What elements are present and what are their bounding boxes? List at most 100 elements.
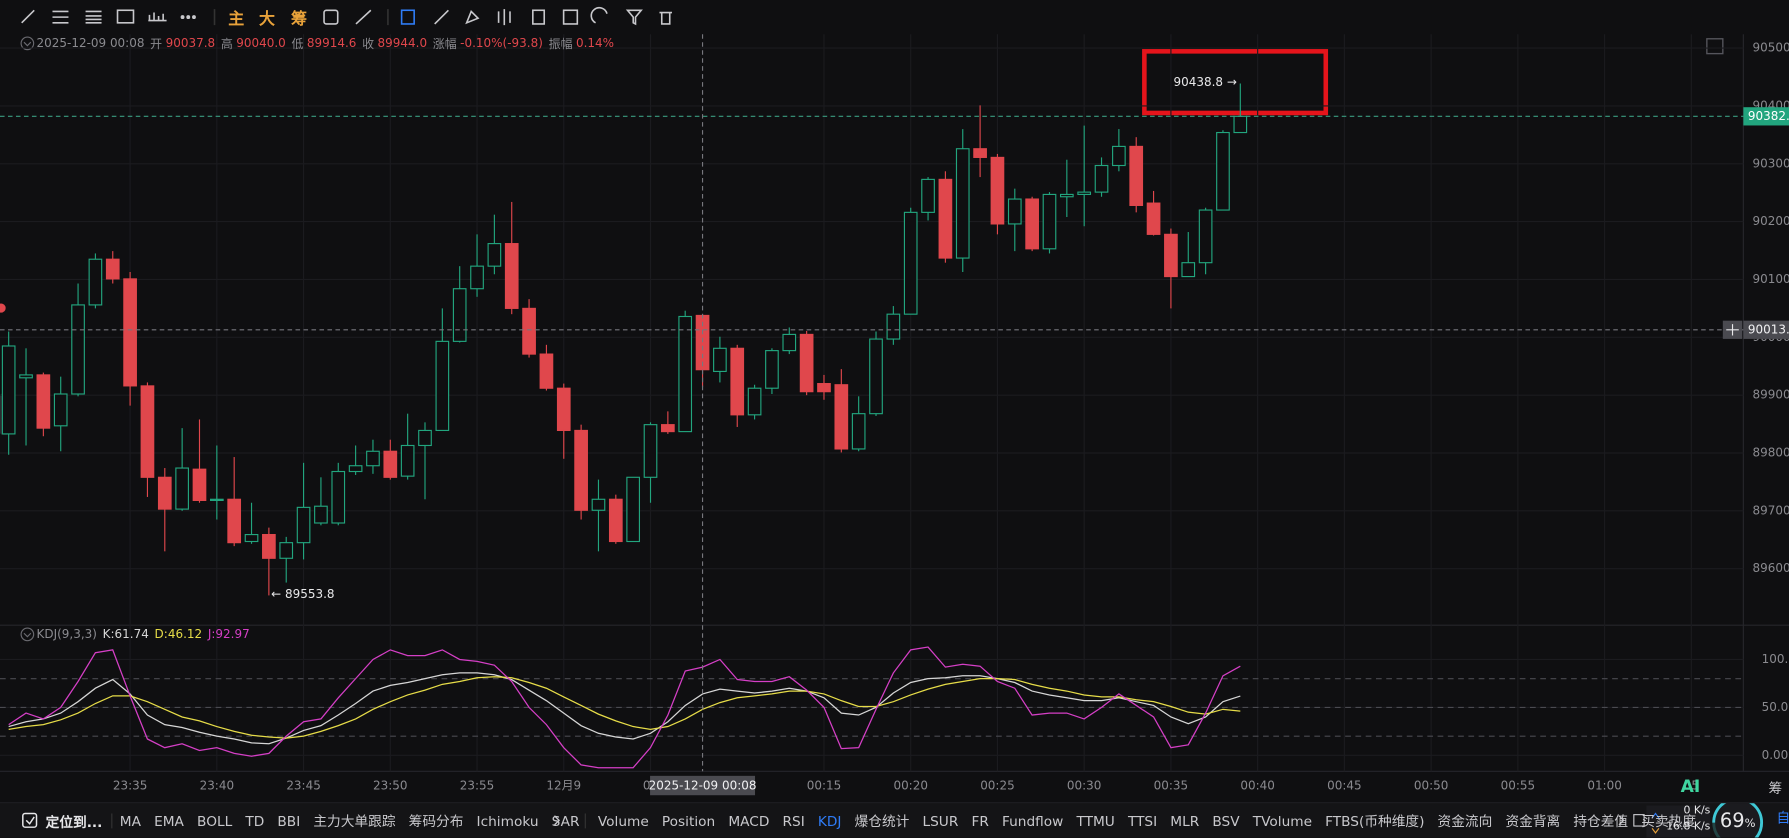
candle-body (244, 533, 259, 543)
candle-body (661, 424, 675, 433)
candle-body (1181, 262, 1196, 278)
bottom-bar: 定位到... MA EMA BOLL TD BBI 主力大单跟踪 筹码分布 Ichimoku S… (0, 802, 1789, 838)
candle-body (1025, 198, 1039, 250)
main-indicator-tabs: MA EMA BOLL TD BBI 主力大单跟踪 筹码分布 Ichimoku SAR (120, 803, 580, 837)
candle-body (574, 429, 588, 511)
candle-body (678, 315, 693, 433)
indicator-tab[interactable]: TTMU (1076, 812, 1115, 829)
header-value: 90040.0 (236, 36, 286, 51)
indicator-tab[interactable]: TVolume (1252, 812, 1313, 829)
side-tab[interactable]: 自 (1776, 810, 1789, 827)
x-tick-label: 00:15 (807, 779, 841, 793)
toolbar-icons (21, 6, 673, 26)
indicator-tab[interactable]: 买卖热度 (1641, 813, 1697, 830)
indicator-tab[interactable]: 爆仓统计 (854, 813, 910, 830)
x-tick-label: 00:40 (1240, 779, 1275, 793)
header-value: 90037.8 (165, 36, 216, 51)
candle-body (851, 413, 866, 450)
indicator-tab[interactable]: MACD (728, 812, 770, 829)
candle-body (869, 338, 883, 415)
candle-body (470, 265, 484, 290)
candle-body (782, 333, 797, 352)
indicator-tab[interactable]: Fundflow (1001, 812, 1064, 829)
indicator-tab[interactable]: EMA (154, 812, 184, 829)
indicator-tab[interactable]: MLR (1170, 812, 1200, 829)
panel-icon[interactable] (1633, 814, 1645, 827)
candle-body (192, 468, 207, 502)
side-tab[interactable]: 筹 (1768, 780, 1783, 797)
indicator-tab[interactable]: Ichimoku (476, 812, 539, 829)
max-annotation: 90438.8 → (1174, 75, 1237, 89)
indicator-tab[interactable]: 资金流向 (1437, 813, 1493, 830)
indicator-tab[interactable]: LSUR (922, 812, 959, 829)
indicator-tab[interactable]: RSI (782, 812, 805, 829)
candle-body (1077, 191, 1092, 195)
more-arrow[interactable] (554, 815, 561, 826)
indicator-title: KDJ(9,3,3) (36, 627, 97, 642)
candle-body (1233, 115, 1248, 134)
indicator-tab[interactable]: BBI (277, 812, 301, 829)
tool-big[interactable]: 大 (258, 10, 275, 29)
chart: 23:3523:4023:4523:5023:5512月90000:1500:2… (0, 34, 1789, 796)
tool-main[interactable]: 主 (228, 10, 245, 29)
candle-body (366, 450, 380, 467)
indicator-tab[interactable]: 持仓差值 (1573, 813, 1629, 830)
drawing-tools[interactable] (21, 9, 389, 26)
candle-body (53, 393, 68, 427)
candle-body (643, 424, 658, 478)
header-value: 0.14% (575, 36, 615, 51)
locate-checkbox[interactable] (22, 812, 38, 828)
fullscreen-icon[interactable] (1706, 38, 1724, 55)
indicator-tab[interactable]: 主力大单跟踪 (313, 813, 396, 830)
object-tools[interactable] (400, 6, 673, 26)
crosshair-price-tag (1743, 320, 1789, 339)
candle-body (123, 278, 137, 387)
usage-unit: % (1744, 818, 1756, 831)
indicator-tab[interactable]: 资金背离 (1505, 813, 1561, 830)
candle-body (886, 313, 901, 340)
tool-chips[interactable]: 筹 (290, 10, 307, 29)
candle-body (1146, 202, 1161, 235)
indicator-tab[interactable]: Volume (597, 812, 649, 829)
indicator-tab[interactable]: KDJ (817, 812, 842, 829)
candle-body (227, 498, 242, 544)
candle-body (591, 498, 606, 511)
last-price-label: 90382. (1748, 109, 1789, 123)
candle-body (1112, 145, 1126, 167)
y-tick-label: 90100 (1752, 272, 1789, 286)
indicator-tab[interactable]: MA (119, 812, 141, 829)
candle-body (140, 385, 155, 478)
indicator-tab[interactable]: 筹码分布 (408, 813, 464, 830)
indicator-tab[interactable]: FTBS(币种维度) (1325, 813, 1425, 830)
y-tick-label: 90200 (1752, 214, 1789, 228)
header-value: 89944.0 (377, 36, 428, 51)
indicator-tab[interactable]: SAR (551, 812, 580, 829)
indicator-tab[interactable]: Position (661, 812, 716, 829)
gauge-arc (1712, 803, 1764, 838)
indicator-tab[interactable]: TD (245, 812, 265, 829)
x-tick-label: 00:35 (1154, 779, 1189, 793)
ai-button[interactable]: AI (1680, 775, 1701, 797)
collapse-icon[interactable] (20, 627, 35, 642)
collapse-icon[interactable] (20, 36, 35, 51)
header-label: 低 (291, 37, 304, 51)
x-tick-label: 00:50 (1414, 779, 1449, 793)
crosshair-time-label: 2025-12-09 00:08 (649, 779, 757, 793)
candle-body (765, 350, 779, 389)
more-arrow[interactable] (1618, 815, 1625, 826)
indicator-tab[interactable]: BOLL (197, 812, 233, 829)
indicator-tab[interactable]: TTSI (1127, 812, 1158, 829)
usage-gauge: 69% (1711, 804, 1763, 837)
locate-button[interactable]: 定位到... (45, 814, 103, 831)
up-arrow (1651, 812, 1660, 819)
candle-body (157, 476, 172, 510)
indicator-tab[interactable]: FR (971, 812, 989, 829)
candle-body (713, 347, 727, 373)
sub-indicator-tabs: Volume Position MACD RSI KDJ 爆仓统计 LSUR FR Fundfl… (598, 803, 1696, 837)
collapse-icon-arrow (23, 41, 32, 47)
candle-body (1216, 131, 1230, 211)
candle-body (1007, 198, 1022, 225)
candle-body (522, 307, 536, 355)
indicator-tab[interactable]: BSV (1212, 812, 1240, 829)
